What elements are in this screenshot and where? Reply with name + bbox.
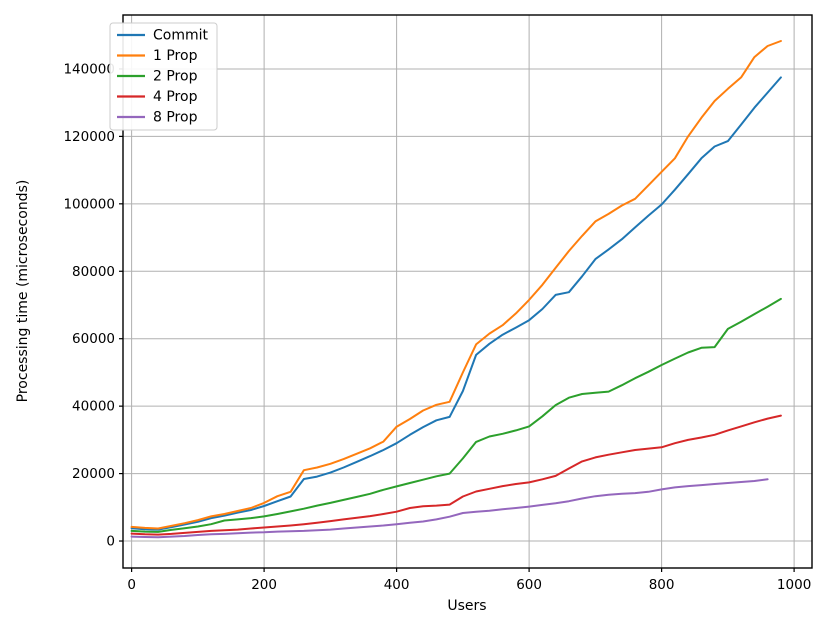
y-tick-label: 140000 — [63, 61, 115, 77]
series-line-1-prop — [130, 40, 782, 530]
x-tick-label: 1000 — [777, 577, 811, 593]
legend-entry-1-prop: 1 Prop — [117, 48, 198, 64]
legend-label: Commit — [153, 28, 209, 44]
y-tick-label: 20000 — [72, 466, 115, 482]
x-axis-title: Users — [447, 598, 486, 614]
x-tick-label: 0 — [127, 577, 136, 593]
y-tick-label: 80000 — [72, 264, 115, 280]
x-tick-label: 400 — [384, 577, 410, 593]
y-tick-label: 120000 — [63, 129, 115, 145]
legend-box — [109, 22, 218, 131]
legend-entry-8-prop: 8 Prop — [117, 110, 198, 126]
grid-layer — [123, 15, 812, 568]
y-axis-title: Processing time (microseconds) — [15, 180, 31, 403]
series-layer — [130, 40, 782, 539]
x-tick-label: 800 — [649, 577, 675, 593]
series-line-4-prop — [130, 414, 782, 536]
plot-border — [122, 14, 813, 569]
series-line-2-prop — [130, 297, 782, 533]
y-tick-label: 40000 — [72, 399, 115, 415]
axes-layer: 0 200 400 600 800 1000 0 20000 40000 60000 80000 10… — [63, 14, 813, 593]
x-tick-label: 600 — [516, 577, 542, 593]
y-tick-label: 60000 — [72, 331, 115, 347]
legend-label: 4 Prop — [153, 89, 198, 105]
legend-label: 2 Prop — [153, 69, 198, 85]
series-line-commit — [130, 76, 782, 531]
legend-label: 1 Prop — [153, 48, 198, 64]
legend-entry-commit: Commit — [117, 28, 209, 44]
legend-entry-2-prop: 2 Prop — [117, 69, 198, 85]
legend-label: 8 Prop — [153, 110, 198, 126]
legend-entry-4-prop: 4 Prop — [117, 89, 198, 105]
series-line-8-prop — [130, 478, 769, 539]
y-tick-label: 100000 — [63, 196, 115, 212]
legend: Commit 1 Prop 2 Prop 4 Prop 8 Prop — [109, 22, 218, 131]
y-tick-label: 0 — [106, 534, 115, 550]
x-tick-label: 200 — [251, 577, 277, 593]
